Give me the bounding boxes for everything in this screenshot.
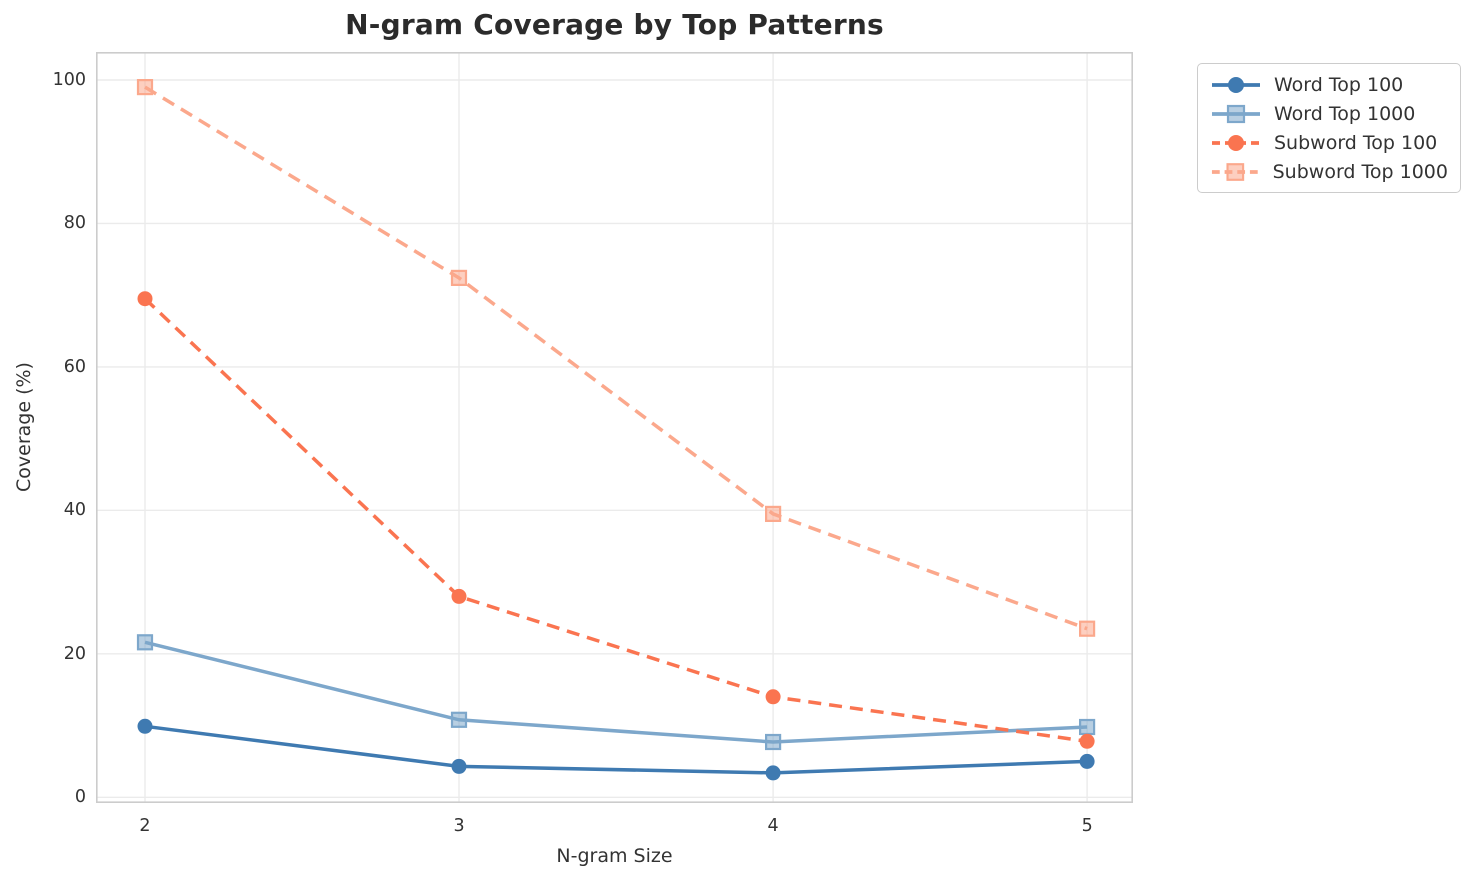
legend-sample-subword-top-100	[1212, 134, 1260, 151]
legend-item-subword-top-1000: Subword Top 1000	[1210, 160, 1448, 183]
y-tick-label: 40	[63, 500, 86, 521]
x-tick-label: 2	[139, 816, 151, 836]
marker-subword-top-1000	[764, 505, 782, 522]
marker-word-top-1000	[136, 634, 154, 651]
marker-subword-top-100	[765, 689, 781, 705]
y-tick-label: 60	[63, 356, 86, 377]
y-tick-label: 80	[63, 213, 86, 234]
y-tick-label: 20	[63, 643, 86, 664]
plot-area	[96, 52, 1133, 803]
marker-word-top-100	[451, 758, 467, 774]
marker-word-top-100	[137, 718, 153, 734]
plot-canvas	[96, 52, 1133, 803]
marker-word-top-100	[1079, 753, 1095, 769]
marker-subword-top-100	[451, 588, 467, 604]
marker-word-top-100	[765, 765, 781, 781]
marker-word-top-1000	[764, 733, 782, 751]
marker-subword-top-1000	[1078, 620, 1096, 637]
x-axis-label: N-gram Size	[556, 845, 673, 867]
legend-label: Word Top 1000	[1274, 102, 1416, 125]
line-subword-top-100	[143, 297, 1088, 744]
legend-sample-word-top-100	[1212, 76, 1260, 93]
legend-item-word-top-1000: Word Top 1000	[1210, 102, 1448, 125]
legend: Word Top 100 Word Top 1000 Subword Top 1…	[1197, 63, 1461, 193]
x-tick-label: 3	[453, 816, 465, 836]
legend-label: Word Top 100	[1274, 73, 1404, 96]
legend-item-subword-top-100: Subword Top 100	[1210, 131, 1448, 154]
marker-word-top-1000	[1078, 718, 1096, 736]
marker-subword-top-1000	[136, 79, 154, 96]
legend-item-word-top-100: Word Top 100	[1210, 73, 1448, 96]
y-tick-label: 100	[52, 69, 86, 90]
legend-label: Subword Top 1000	[1272, 160, 1448, 183]
line-word-top-1000	[144, 640, 1088, 744]
x-tick-label: 4	[767, 816, 779, 836]
y-axis-label: Coverage (%)	[13, 362, 35, 492]
y-tick-label: 0	[74, 787, 86, 808]
line-word-top-100	[144, 724, 1088, 775]
legend-sample-word-top-1000	[1212, 104, 1260, 123]
legend-sample-subword-top-1000	[1211, 162, 1259, 181]
axes-spines	[96, 52, 1133, 803]
marker-subword-top-100	[1079, 733, 1095, 749]
marker-subword-top-1000	[450, 269, 468, 286]
legend-label: Subword Top 100	[1274, 131, 1438, 154]
marker-word-top-1000	[450, 711, 468, 728]
chart-title: N-gram Coverage by Top Patterns	[345, 8, 884, 41]
x-tick-label: 5	[1081, 816, 1093, 836]
marker-subword-top-100	[137, 291, 153, 307]
line-subword-top-1000	[144, 85, 1088, 631]
